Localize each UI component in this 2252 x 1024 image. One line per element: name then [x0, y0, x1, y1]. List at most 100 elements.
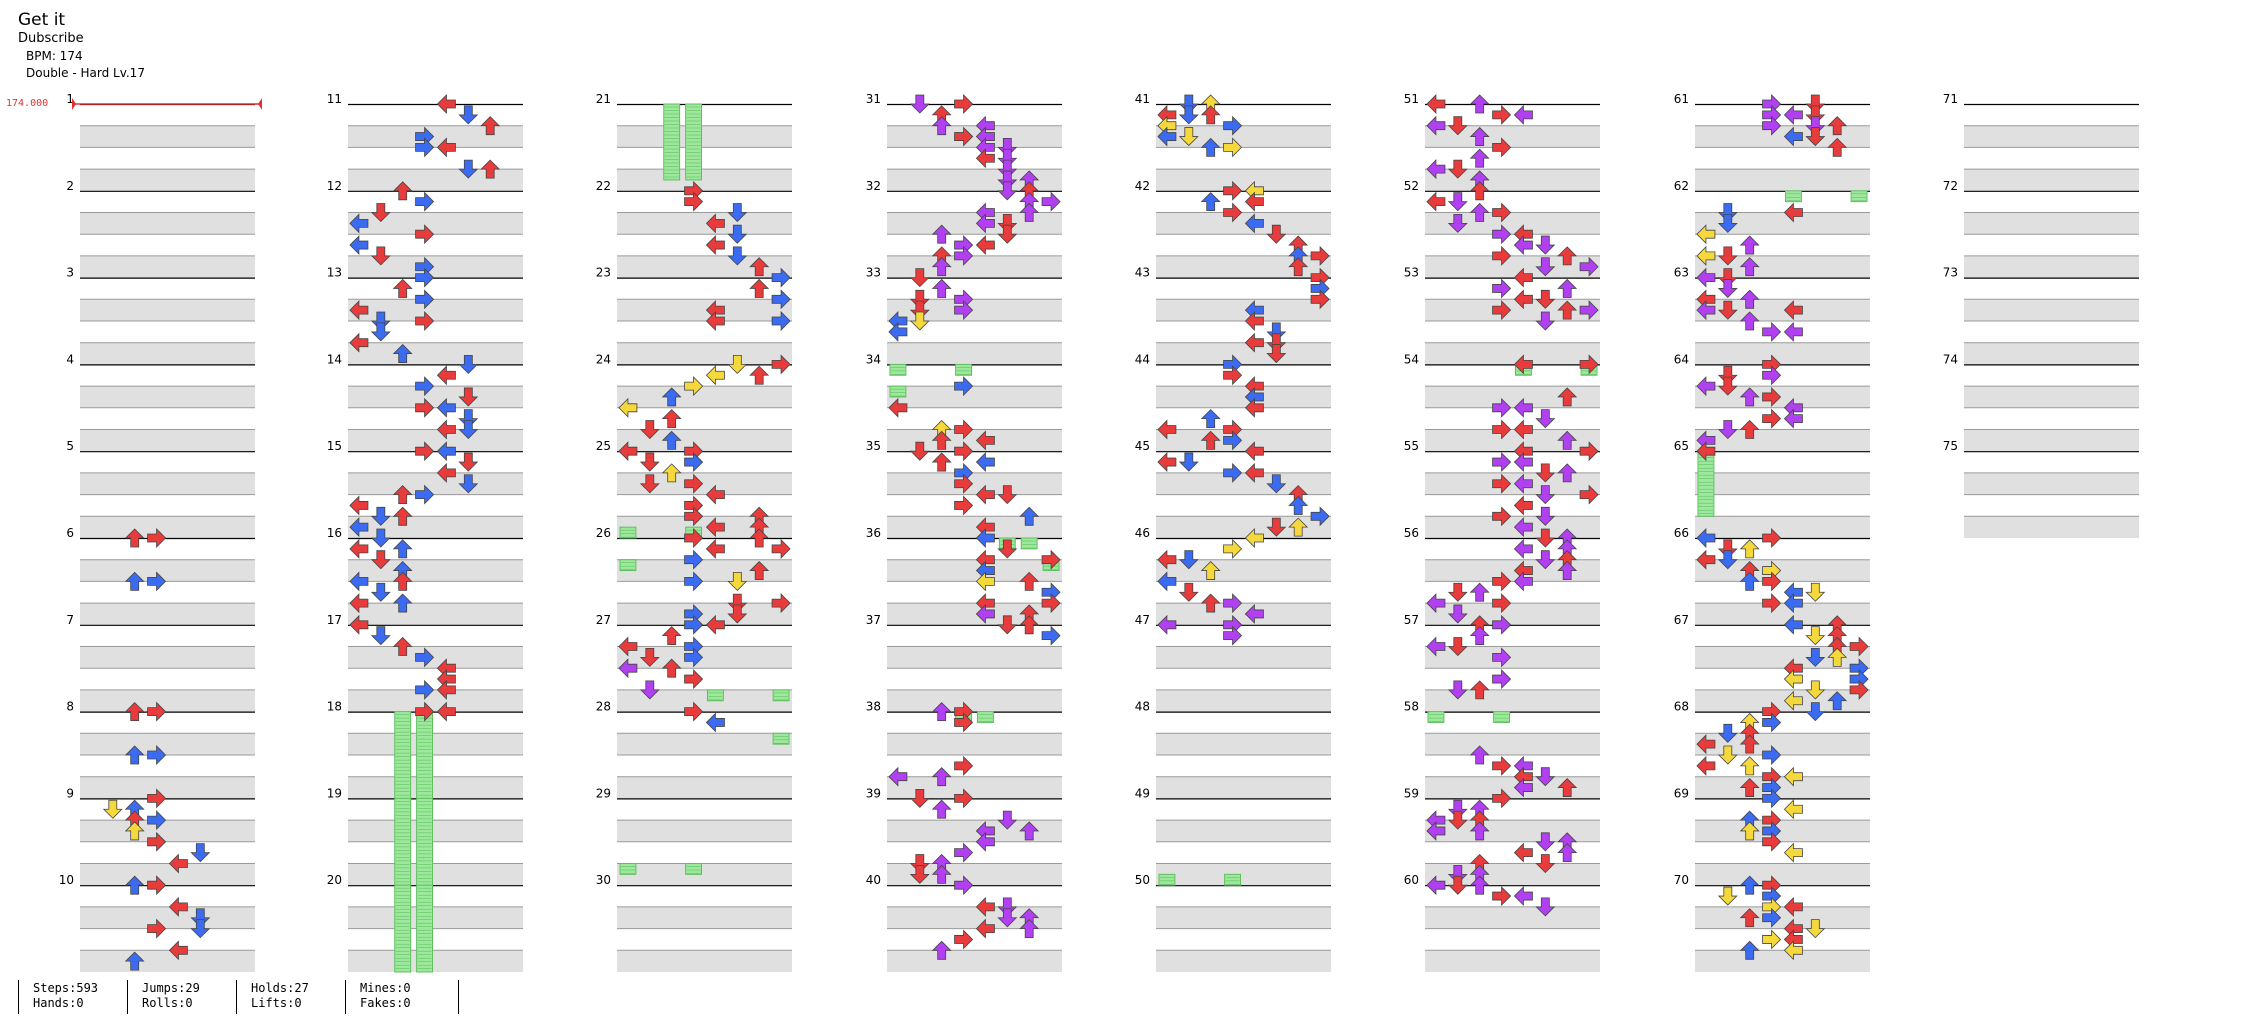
step-arrow	[458, 409, 479, 429]
step-arrow	[1849, 636, 1869, 657]
step-arrow	[392, 485, 413, 505]
step-arrow	[727, 354, 748, 374]
step-arrow	[997, 159, 1018, 179]
measure-row-shade	[348, 386, 523, 408]
step-arrow	[931, 799, 952, 819]
step-arrow	[1762, 712, 1782, 733]
chart-difficulty: Double - Hard Lv.17	[26, 66, 145, 80]
measure-row-shade	[617, 516, 792, 538]
step-arrow	[1492, 300, 1512, 321]
step-arrow	[727, 593, 748, 613]
measure-row-shade	[1425, 646, 1600, 669]
stat-rolls: Rolls:0	[142, 996, 193, 1010]
step-arrow	[1426, 875, 1446, 896]
step-arrow	[349, 213, 369, 234]
step-arrow	[684, 571, 704, 592]
step-arrow	[997, 810, 1018, 830]
step-arrow	[639, 474, 660, 494]
measure-row-shade	[887, 299, 1062, 321]
measure-row-shade	[348, 472, 523, 495]
step-arrow	[705, 614, 725, 635]
step-arrow	[1200, 430, 1221, 450]
step-arrow	[1447, 799, 1468, 819]
stat-lifts: Lifts:0	[251, 996, 302, 1010]
measure-number: 55	[1404, 439, 1419, 453]
step-arrow	[661, 387, 682, 407]
step-arrow	[1827, 137, 1848, 157]
step-arrow	[954, 929, 974, 950]
step-arrow	[1244, 213, 1264, 234]
measure-row-shade	[1156, 776, 1331, 799]
step-arrow	[1805, 702, 1826, 722]
step-arrow	[124, 745, 145, 765]
measure-row-shade	[348, 125, 523, 148]
measure-number: 8	[66, 700, 74, 714]
stats-bar: Steps:593 Hands:0 Jumps:29 Rolls:0 Holds…	[18, 980, 459, 1014]
step-arrow	[458, 159, 479, 179]
measure-row-shade	[1425, 255, 1600, 278]
step-arrow	[997, 908, 1018, 928]
step-arrow	[1535, 311, 1556, 331]
step-arrow	[349, 614, 369, 635]
hold-body	[1224, 873, 1241, 886]
step-arrow	[954, 712, 974, 733]
step-arrow	[415, 397, 435, 418]
step-arrow	[705, 538, 725, 559]
step-arrow	[1762, 386, 1782, 407]
step-arrow	[705, 365, 725, 386]
hold-body	[772, 732, 790, 745]
measure-row-shade	[80, 733, 255, 755]
step-arrow	[1513, 886, 1533, 907]
measure-number: 29	[596, 786, 611, 800]
step-arrow	[1178, 105, 1199, 125]
step-arrow	[370, 582, 391, 602]
step-arrow	[1557, 430, 1578, 450]
step-arrow	[1535, 289, 1556, 309]
step-arrow	[480, 116, 501, 136]
step-arrow	[1783, 408, 1803, 429]
step-arrow	[415, 441, 435, 462]
measure-number: 39	[866, 786, 881, 800]
step-arrow	[1557, 463, 1578, 483]
measure-number: 73	[1943, 266, 1958, 280]
step-arrow	[1492, 788, 1512, 809]
measure-row-shade	[1425, 516, 1600, 538]
step-arrow	[975, 603, 995, 624]
step-arrow	[1492, 755, 1512, 776]
step-arrow	[1244, 603, 1264, 624]
step-arrow	[1696, 267, 1716, 288]
step-arrow	[1492, 397, 1512, 418]
step-arrow	[1469, 148, 1490, 168]
measure-number: 13	[327, 266, 342, 280]
measure-number: 62	[1674, 179, 1689, 193]
measure-number: 22	[596, 179, 611, 193]
step-arrow	[1492, 245, 1512, 266]
step-arrow	[1492, 278, 1512, 299]
step-arrow	[705, 484, 725, 505]
measure-number: 3	[66, 266, 74, 280]
step-arrow	[1739, 821, 1760, 841]
step-arrow	[1579, 354, 1599, 375]
measure-number: 56	[1404, 526, 1419, 540]
step-arrow	[1492, 452, 1512, 473]
measure-row-shade	[1425, 169, 1600, 191]
measure-number: 72	[1943, 179, 1958, 193]
step-arrow	[1805, 647, 1826, 667]
measure-row-shade	[348, 689, 523, 712]
step-arrow	[1739, 571, 1760, 591]
step-arrow	[1426, 636, 1446, 657]
step-arrow	[1535, 235, 1556, 255]
measure-row-shade	[1695, 516, 1870, 538]
measure-number: 33	[866, 266, 881, 280]
step-arrow	[1157, 126, 1177, 147]
step-arrow	[1783, 940, 1803, 961]
step-arrow	[954, 495, 974, 516]
step-arrow	[727, 604, 748, 624]
measure-row-shade	[1156, 429, 1331, 452]
step-arrow	[1535, 463, 1556, 483]
measure-number: 6	[66, 526, 74, 540]
step-arrow	[1849, 679, 1869, 700]
measure-row-shade	[887, 689, 1062, 712]
measure-number: 32	[866, 179, 881, 193]
step-arrow	[1783, 104, 1803, 125]
